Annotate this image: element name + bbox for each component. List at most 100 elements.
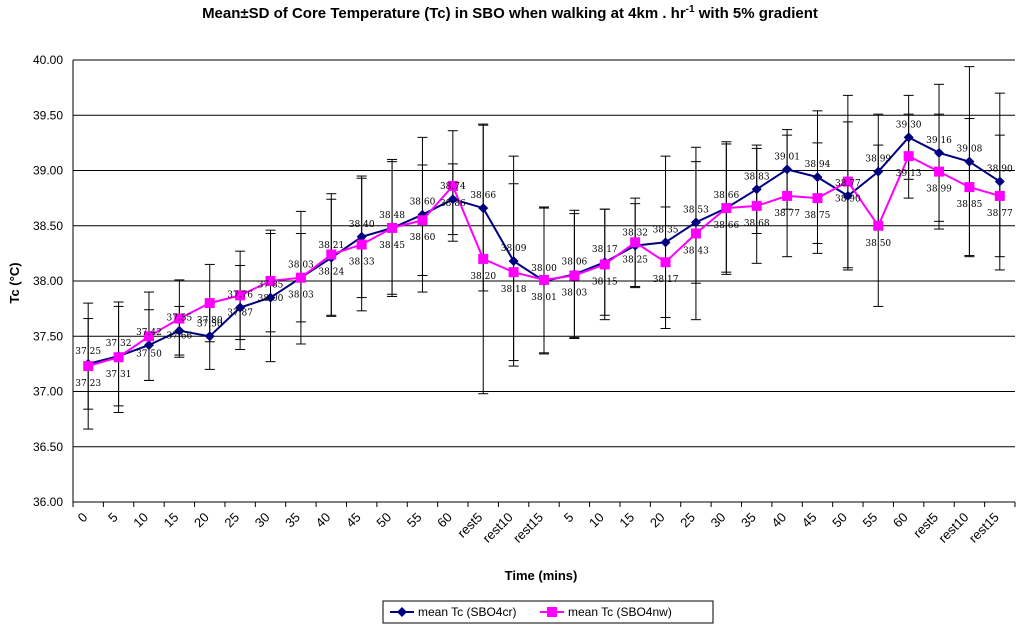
x-tick-label: 60 (890, 510, 911, 531)
x-tick-label: 20 (647, 510, 668, 531)
chart-title-sup: -1 (686, 4, 695, 15)
data-point-diamond (873, 166, 884, 177)
data-label: 38.17 (653, 275, 679, 285)
x-tick-label: 55 (860, 510, 881, 531)
data-point-square (235, 290, 246, 301)
x-tick-label: 50 (829, 510, 850, 531)
data-point-square (873, 220, 884, 231)
y-tick-label: 39.50 (33, 108, 63, 122)
x-tick-label: 25 (677, 510, 698, 531)
data-label: 38.15 (592, 277, 618, 287)
data-label: 37.80 (197, 316, 223, 326)
data-point-square (782, 190, 793, 201)
data-label: 38.20 (470, 272, 496, 282)
data-point-square (478, 253, 489, 264)
data-point-diamond (782, 164, 793, 175)
x-tick-label: 5 (105, 510, 121, 526)
data-label: 38.48 (379, 211, 405, 221)
plot-area: 36.00 36.50 37.00 37.50 38.00 38.50 39.00 39.50… (33, 53, 1016, 546)
data-label: 38.77 (774, 209, 800, 219)
data-point-square (447, 180, 458, 191)
data-label: 38.85 (957, 200, 983, 210)
data-point-square (569, 270, 580, 281)
legend-label-2: mean Tc (SBO4nw) (568, 605, 672, 619)
data-label: 38.75 (805, 211, 831, 221)
x-tick-label: 50 (373, 510, 394, 531)
data-point-diamond (690, 217, 701, 228)
data-point-square (964, 182, 975, 193)
data-label: 37.76 (227, 291, 253, 301)
data-label: 38.77 (987, 209, 1013, 219)
data-label: 38.01 (531, 293, 557, 303)
data-label: 37.42 (136, 328, 162, 338)
data-label: 37.32 (106, 339, 132, 349)
data-label: 38.66 (713, 221, 739, 231)
chart-title-middle: SD of Core Temperature (Tc) in SBO when … (249, 5, 686, 22)
x-tick-label: 40 (768, 510, 789, 531)
data-point-diamond (842, 190, 853, 201)
legend-marker-diamond (397, 607, 407, 617)
data-point-square (812, 193, 823, 204)
data-label: 39.13 (896, 169, 922, 179)
data-label: 38.21 (318, 241, 344, 251)
x-tick-label: 0 (75, 510, 91, 526)
x-tick-label: 20 (191, 510, 212, 531)
data-point-square (295, 272, 306, 283)
data-label: 38.06 (562, 257, 588, 267)
x-tick-label: 10 (130, 510, 151, 531)
y-tick-label: 40.00 (33, 53, 63, 67)
x-axis-title: Time (mins) (505, 568, 578, 583)
data-label: 37.23 (75, 379, 101, 389)
chart-title: Mean±SD of Core Temperature (Tc) in SBO … (202, 4, 818, 22)
data-point-square (903, 151, 914, 162)
y-tick-label: 38.00 (33, 274, 63, 288)
data-label: 37.25 (75, 347, 101, 357)
data-label: 38.24 (318, 267, 344, 277)
data-label: 38.90 (835, 195, 861, 205)
data-point-square (660, 257, 671, 268)
data-point-diamond (204, 331, 215, 342)
legend-label-1: mean Tc (SBO4cr) (418, 605, 516, 619)
data-point-square (842, 176, 853, 187)
data-label: 38.32 (622, 229, 648, 239)
data-label: 38.33 (349, 258, 375, 268)
data-label: 38.09 (501, 244, 527, 254)
y-axis-title: Tc (°C) (7, 262, 22, 303)
data-point-diamond (812, 172, 823, 183)
data-point-square (751, 200, 762, 211)
chart-title-prefix: Mean (202, 5, 240, 22)
data-point-diamond (994, 176, 1005, 187)
data-point-diamond (478, 203, 489, 214)
data-label: 38.45 (379, 241, 405, 251)
data-point-diamond (508, 256, 519, 267)
data-label: 38.40 (349, 220, 375, 230)
data-label: 38.99 (865, 155, 891, 165)
data-label: 37.50 (197, 319, 223, 329)
x-tick-label: 55 (404, 510, 425, 531)
data-label: 38.66 (713, 191, 739, 201)
data-label: 37.55 (166, 314, 192, 324)
data-label: 37.87 (227, 308, 253, 318)
data-point-square (387, 222, 398, 233)
data-point-square (934, 166, 945, 177)
data-label: 38.43 (683, 246, 709, 256)
x-tick-label: 25 (221, 510, 242, 531)
data-label: 37.31 (106, 370, 132, 380)
data-point-square (630, 237, 641, 248)
data-point-square (721, 203, 732, 214)
x-tick-label: rest15 (966, 510, 1002, 546)
data-label: 38.50 (865, 239, 891, 249)
x-tick-label: 10 (586, 510, 607, 531)
data-point-square (417, 215, 428, 226)
x-tick-label: 15 (161, 510, 182, 531)
data-label: 38.99 (926, 185, 952, 195)
x-tick-label: rest15 (510, 510, 546, 546)
data-point-diamond (934, 147, 945, 158)
chart-title-pm: ± (240, 5, 248, 22)
x-tick-label: 15 (616, 510, 637, 531)
data-point-diamond (964, 156, 975, 167)
chart-title-suffix: with 5% gradient (695, 5, 818, 22)
y-tick-label: 39.00 (33, 164, 63, 178)
x-tick-label: 40 (313, 510, 334, 531)
data-label: 38.94 (805, 160, 831, 170)
